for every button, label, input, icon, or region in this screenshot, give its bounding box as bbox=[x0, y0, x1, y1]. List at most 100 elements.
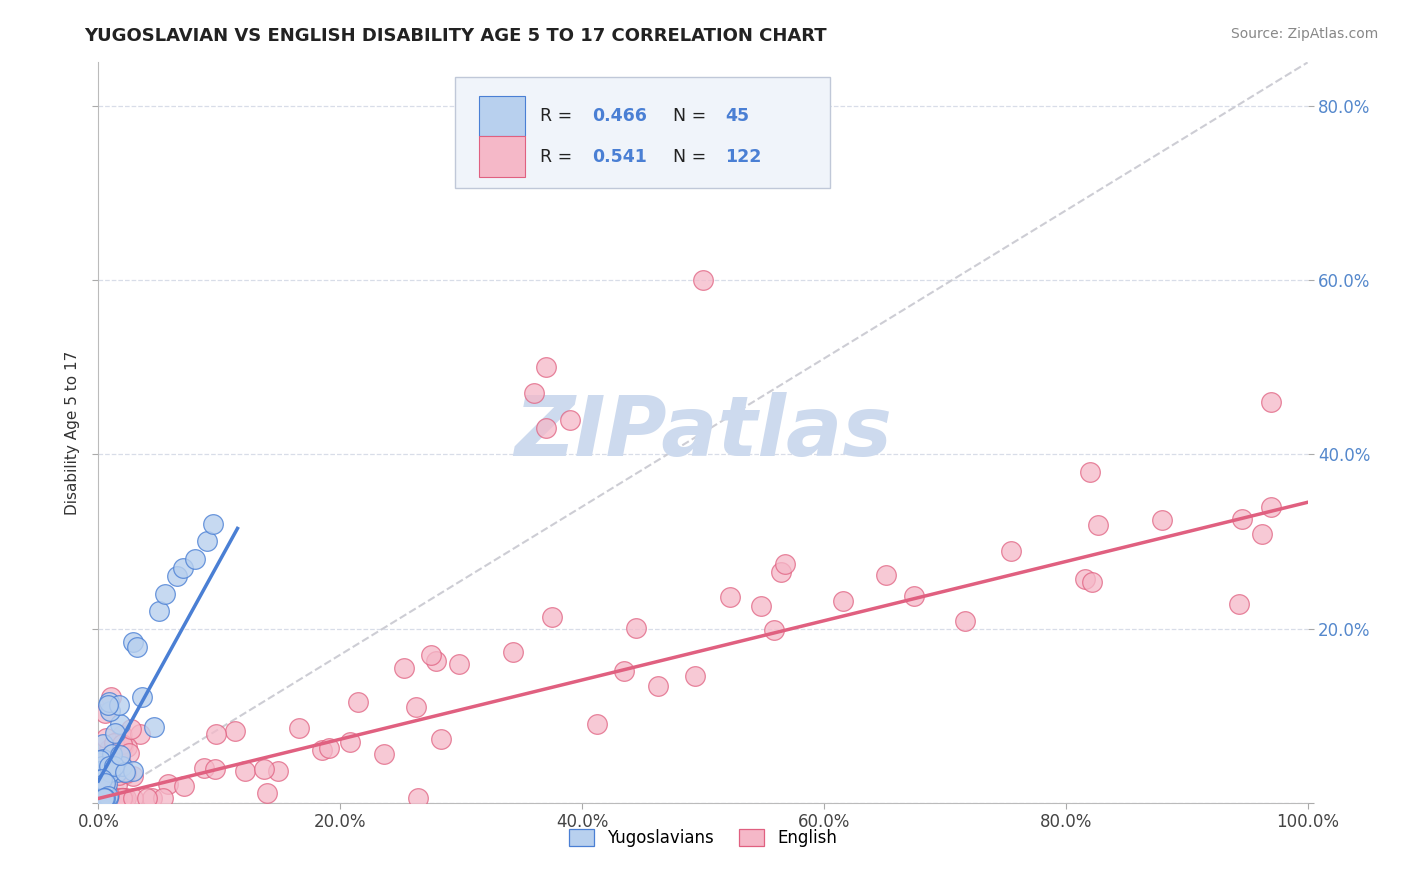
Point bbox=[115, 765, 138, 780]
Point bbox=[832, 594, 855, 608]
Point bbox=[153, 587, 176, 601]
Point bbox=[98, 704, 121, 718]
Point bbox=[172, 560, 194, 574]
Point bbox=[1152, 513, 1174, 527]
Point bbox=[613, 664, 636, 678]
Point bbox=[540, 610, 562, 624]
Point bbox=[103, 736, 125, 750]
Point bbox=[253, 762, 276, 776]
Point bbox=[173, 780, 195, 794]
Point bbox=[1087, 517, 1109, 532]
Point bbox=[142, 720, 165, 734]
Point bbox=[105, 764, 128, 779]
Point bbox=[100, 747, 122, 762]
Point bbox=[122, 764, 145, 778]
Point bbox=[1078, 465, 1101, 479]
Point bbox=[108, 768, 131, 782]
Point bbox=[108, 747, 131, 762]
Point bbox=[94, 706, 117, 721]
Point bbox=[111, 791, 134, 805]
Point bbox=[93, 791, 115, 805]
Point bbox=[114, 791, 136, 805]
Point bbox=[89, 753, 111, 767]
Point bbox=[773, 557, 796, 571]
Point bbox=[89, 764, 111, 778]
Point bbox=[523, 386, 546, 401]
Point bbox=[115, 739, 138, 754]
Point bbox=[311, 742, 333, 756]
Point bbox=[128, 727, 150, 741]
Point bbox=[91, 791, 114, 805]
Point bbox=[108, 749, 131, 764]
Point bbox=[127, 640, 149, 655]
Point bbox=[89, 791, 111, 805]
Point bbox=[104, 725, 127, 739]
Point bbox=[193, 761, 215, 775]
Point bbox=[91, 791, 114, 805]
Point bbox=[318, 741, 340, 756]
Point bbox=[90, 791, 112, 805]
Point bbox=[749, 599, 772, 613]
Point bbox=[131, 690, 153, 704]
Point bbox=[98, 764, 121, 779]
Point bbox=[157, 777, 180, 791]
Point bbox=[89, 763, 111, 777]
Point bbox=[96, 791, 118, 805]
Point bbox=[1080, 575, 1102, 590]
Point bbox=[770, 565, 793, 579]
Point bbox=[204, 762, 226, 776]
Point bbox=[267, 764, 290, 778]
Point bbox=[224, 723, 246, 738]
Text: YUGOSLAVIAN VS ENGLISH DISABILITY AGE 5 TO 17 CORRELATION CHART: YUGOSLAVIAN VS ENGLISH DISABILITY AGE 5 … bbox=[84, 27, 827, 45]
Point bbox=[98, 791, 121, 805]
Point bbox=[502, 645, 524, 659]
Point bbox=[205, 727, 228, 741]
Point bbox=[141, 791, 163, 805]
Point bbox=[96, 791, 118, 805]
Point bbox=[647, 679, 669, 693]
Text: Source: ZipAtlas.com: Source: ZipAtlas.com bbox=[1230, 27, 1378, 41]
Point bbox=[419, 648, 441, 663]
Point bbox=[955, 614, 977, 628]
Point bbox=[94, 791, 117, 805]
Point bbox=[90, 752, 112, 766]
Point bbox=[98, 765, 121, 780]
Text: R =: R = bbox=[540, 108, 578, 126]
Point bbox=[1260, 395, 1282, 409]
Point bbox=[114, 764, 136, 779]
Point bbox=[97, 698, 120, 712]
Point bbox=[288, 721, 311, 735]
Point bbox=[103, 759, 125, 773]
Point bbox=[105, 791, 128, 805]
Point bbox=[89, 783, 111, 797]
Point bbox=[135, 791, 157, 805]
Text: 45: 45 bbox=[724, 108, 749, 126]
Point bbox=[100, 690, 122, 704]
Point bbox=[90, 791, 112, 805]
Point bbox=[89, 791, 111, 805]
Point bbox=[98, 758, 121, 772]
Text: 0.541: 0.541 bbox=[592, 148, 647, 166]
Point bbox=[111, 791, 134, 805]
Point bbox=[406, 791, 429, 805]
Point bbox=[112, 791, 135, 805]
Point bbox=[97, 695, 120, 709]
Point bbox=[105, 778, 128, 792]
Point bbox=[447, 657, 470, 671]
Point bbox=[93, 752, 115, 766]
Point bbox=[89, 791, 111, 805]
Point bbox=[89, 782, 111, 797]
Point bbox=[90, 791, 112, 805]
Point bbox=[166, 569, 188, 583]
Point bbox=[94, 775, 117, 789]
Point bbox=[90, 791, 112, 805]
Point bbox=[122, 768, 145, 782]
Point bbox=[624, 621, 647, 635]
Point bbox=[89, 791, 111, 805]
Point bbox=[89, 791, 111, 805]
Point bbox=[100, 791, 122, 805]
Point bbox=[98, 788, 121, 802]
Point bbox=[89, 791, 111, 805]
Point bbox=[1227, 597, 1250, 611]
Point bbox=[118, 746, 141, 760]
